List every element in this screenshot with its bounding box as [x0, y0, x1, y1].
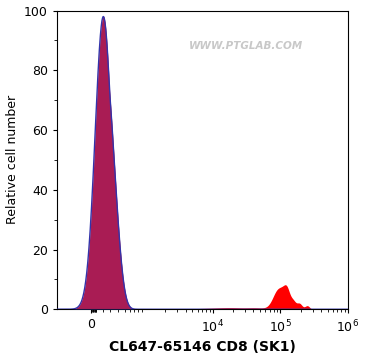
- X-axis label: CL647-65146 CD8 (SK1): CL647-65146 CD8 (SK1): [109, 341, 296, 355]
- Y-axis label: Relative cell number: Relative cell number: [5, 95, 19, 225]
- Text: WWW.PTGLAB.COM: WWW.PTGLAB.COM: [189, 41, 303, 51]
